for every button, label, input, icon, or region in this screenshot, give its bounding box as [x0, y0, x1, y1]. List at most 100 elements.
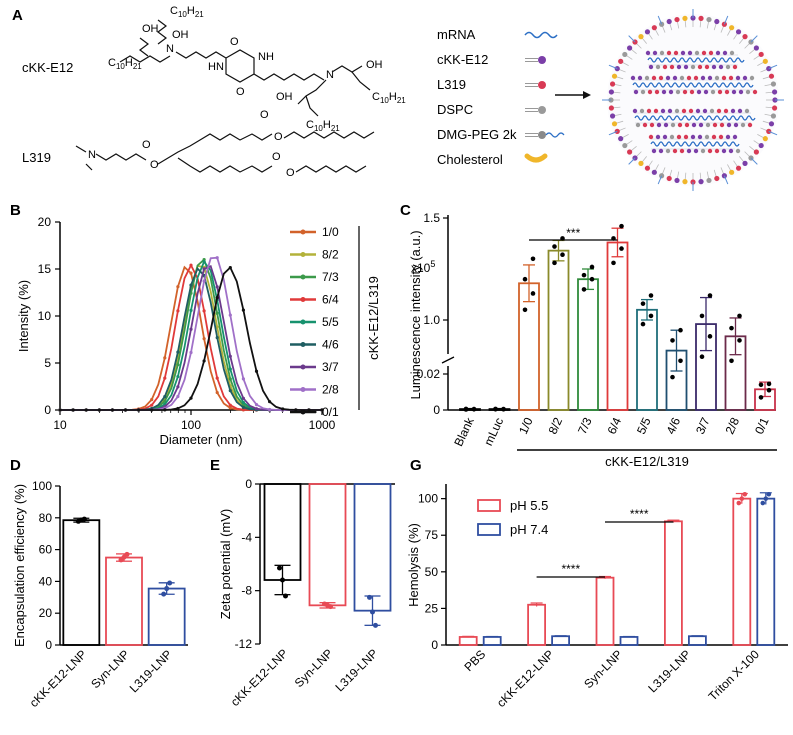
series-marker [189, 263, 193, 267]
legend-label: 2/8 [322, 383, 339, 397]
data-point [758, 382, 764, 388]
lnp-inner-head [710, 89, 716, 95]
lnp-peg-chain [768, 64, 778, 70]
lnp-lipid-head [742, 34, 748, 40]
data-point [367, 594, 372, 600]
lnp-inner-head [666, 50, 672, 56]
data-point [280, 577, 285, 583]
ckk-label-oh: OH [276, 91, 293, 103]
legend-a-label: DMG-PEG 2k [437, 127, 517, 142]
x-axis-label: cKK-E12/L319 [605, 454, 689, 469]
series-marker [215, 256, 219, 260]
lnp-inner-head [733, 122, 739, 128]
lnp-inner-head [701, 50, 707, 56]
data-point [471, 406, 477, 412]
series-marker [176, 374, 180, 379]
lnp-lipid-head [614, 128, 620, 134]
lnp-lipid-head [682, 179, 688, 185]
lnp-inner-head [730, 108, 736, 114]
lnp-inner-head [662, 134, 668, 140]
y-axis-label: Zeta potential (mV) [218, 509, 233, 620]
lnp-inner-head [697, 64, 703, 70]
lnp-inner-head [640, 89, 646, 95]
series-marker [228, 265, 232, 270]
data-point [328, 604, 333, 610]
series-marker [254, 369, 259, 373]
x-tick-label: cKK-E12-LNP [27, 647, 90, 710]
ckk-label-o: O [236, 86, 245, 98]
series-marker [163, 408, 167, 412]
series-marker [228, 406, 232, 410]
lnp-lipid-head [608, 105, 614, 111]
y-tick-label: 0.02 [417, 367, 441, 381]
lnp-lipid-head [729, 169, 735, 175]
lnp-inner-head [728, 75, 734, 81]
data-point [463, 406, 469, 412]
lnp-lipid-head [609, 81, 616, 87]
lnp-lipid-head [742, 160, 748, 166]
series-marker [241, 408, 245, 412]
series-marker [241, 405, 245, 409]
lnp-inner-head [667, 108, 673, 114]
x-tick-label: 0/1 [752, 415, 772, 436]
lnp-inner-head [646, 108, 652, 114]
lnp-lipid-head [770, 81, 777, 87]
lnp-mrna-strand [632, 82, 754, 88]
significance-label: **** [561, 562, 580, 576]
ckk-label-c10h21: C10H21 [306, 119, 340, 133]
data-point [640, 321, 646, 327]
bar-pH-5.5 [458, 636, 478, 646]
lnp-inner-head [703, 89, 709, 95]
data-point [678, 358, 683, 364]
series-marker [215, 325, 219, 329]
y-multiplier: x105 [411, 259, 435, 275]
lnp-inner-head [711, 64, 717, 70]
lnp-inner-head [669, 64, 675, 70]
series-marker [281, 407, 285, 411]
ckk-label-n: N [326, 69, 334, 81]
lnp-particle-illustration [602, 9, 784, 191]
lipid-head [538, 56, 546, 64]
series-marker [320, 408, 324, 412]
lnp-lipid-head [706, 16, 712, 23]
panel-letter-e: E [210, 457, 220, 474]
y-tick-label: -8 [241, 584, 252, 598]
lnp-lipid-head [770, 113, 777, 119]
x-tick-label: Syn-LNP [292, 646, 336, 690]
lnp-inner-head [711, 134, 717, 140]
legend-label: pH 7.4 [510, 522, 548, 537]
lnp-mrna-strand [647, 57, 745, 63]
data-point [648, 313, 654, 319]
y-tick-label: 0 [44, 403, 51, 417]
data-point [739, 496, 745, 501]
series-marker [202, 337, 206, 341]
l319-label-o: O [286, 167, 295, 179]
legend-label: pH 5.5 [510, 498, 548, 513]
data-point [678, 327, 683, 333]
lnp-inner-head [659, 50, 665, 56]
lnp-inner-head [662, 64, 668, 70]
series-marker [71, 408, 75, 412]
series-marker [215, 285, 219, 289]
lnp-lipid-head [735, 29, 742, 35]
lnp-inner-head [683, 64, 689, 70]
lnp-lipid-head [608, 89, 614, 95]
legend-marker [300, 297, 306, 302]
series-marker [241, 377, 245, 381]
lnp-lipid-head [644, 29, 651, 35]
x-tick-label: PBS [461, 647, 488, 674]
lnp-inner-head [648, 134, 654, 140]
series-marker [189, 271, 193, 275]
lnp-inner-head [658, 148, 664, 154]
ckk-e12-structure: cKK-E12 C10H21 OH OH N C10H21 HN NH O O … [22, 5, 406, 133]
y-tick-label: 40 [39, 574, 53, 588]
lipid-head [538, 131, 546, 139]
lnp-inner-head [651, 148, 657, 154]
lnp-inner-head [639, 108, 645, 114]
lnp-peg-chain [768, 130, 778, 136]
x-tick-label: cKK-E12-LNP [228, 646, 291, 709]
data-point [164, 586, 170, 592]
lnp-inner-head [693, 75, 699, 81]
peg-chain [545, 132, 565, 138]
